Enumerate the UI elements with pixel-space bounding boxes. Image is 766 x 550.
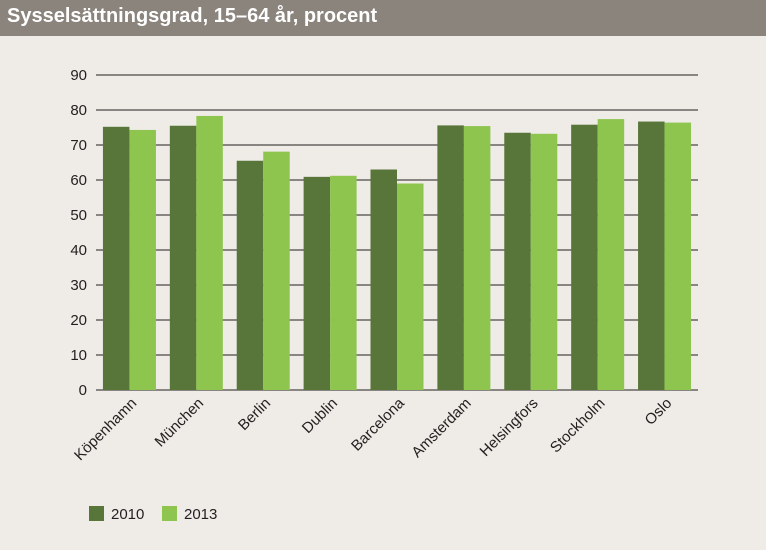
x-category-label: Oslo (642, 395, 676, 429)
y-tick-label: 10 (70, 347, 87, 364)
bar-2013 (664, 122, 692, 390)
bar-2013 (530, 133, 558, 391)
bar-2013 (463, 126, 491, 390)
bar-2010 (370, 169, 397, 390)
bar-2013 (597, 119, 625, 390)
y-tick-label: 20 (70, 312, 87, 329)
chart-title: Sysselsättningsgrad, 15–64 år, procent (7, 5, 378, 27)
x-category-label: Köpenhamn (71, 395, 140, 464)
bar-2013 (397, 183, 424, 390)
bar-2010 (571, 124, 598, 390)
legend-swatch-2013 (162, 506, 177, 521)
bar-2013 (263, 151, 290, 390)
x-category-label: Barcelona (348, 394, 408, 454)
bar-2013 (196, 115, 223, 390)
x-category-label: Dublin (299, 395, 341, 437)
legend-swatch-2010 (89, 506, 104, 521)
y-tick-label: 0 (79, 382, 87, 399)
bar-2013 (129, 129, 156, 390)
bar-2010 (102, 126, 130, 391)
y-tick-label: 80 (70, 102, 87, 119)
y-tick-label: 40 (70, 242, 87, 259)
chart-title-bar: Sysselsättningsgrad, 15–64 år, procent (0, 0, 766, 36)
bar-2010 (169, 125, 197, 390)
bar-2010 (638, 121, 665, 391)
x-category-label: Stockholm (547, 395, 609, 457)
legend-label: 2013 (184, 506, 217, 523)
x-category-label: Helsingfors (477, 395, 542, 460)
y-tick-label: 90 (70, 67, 87, 84)
bar-2010 (437, 125, 464, 391)
bar-2010 (504, 132, 531, 390)
y-tick-label: 60 (70, 172, 87, 189)
y-tick-label: 30 (70, 277, 87, 294)
bar-2010 (303, 176, 331, 390)
legend-label: 2010 (111, 506, 144, 523)
x-category-label: Amsterdam (408, 395, 474, 461)
x-category-label: Berlin (235, 395, 274, 434)
y-tick-label: 50 (70, 207, 87, 224)
bar-2013 (330, 175, 357, 390)
y-tick-label: 70 (70, 137, 87, 154)
x-category-label: München (151, 395, 207, 451)
bar-2010 (236, 160, 264, 390)
